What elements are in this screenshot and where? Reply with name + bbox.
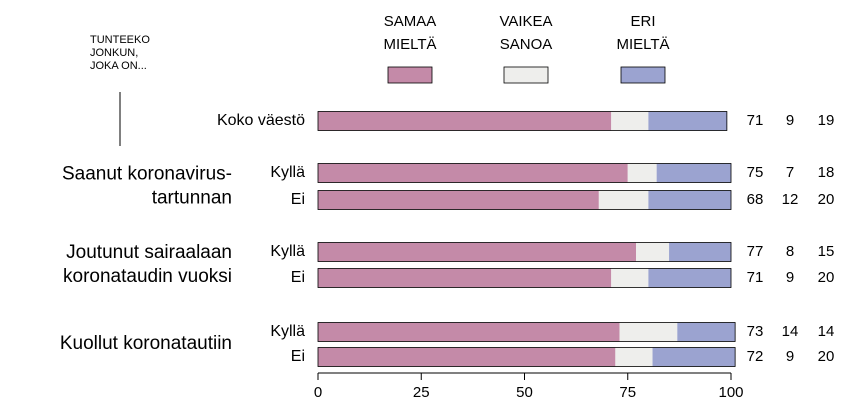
- value-label: 77: [747, 243, 764, 260]
- group-label: Joutunut sairaalaan: [66, 242, 232, 263]
- bar-segment: [598, 190, 649, 210]
- legend-label-line: VAIKEA: [499, 13, 552, 30]
- bar-outline: [317, 268, 732, 288]
- category-label: Kyllä: [270, 243, 305, 260]
- legend-label-line: SAMAA: [384, 13, 437, 30]
- x-tick-label: 50: [516, 384, 533, 401]
- value-label: 20: [818, 269, 835, 286]
- bar-segment: [318, 322, 620, 342]
- legend-label-line: MIELTÄ: [616, 36, 669, 53]
- value-label: 14: [818, 323, 835, 340]
- value-label: 71: [747, 112, 764, 129]
- bar-segment: [615, 347, 653, 367]
- note-text: JOKA ON...: [90, 60, 147, 72]
- value-label: 15: [818, 243, 835, 260]
- legend-label: ERI MIELTÄ: [616, 13, 669, 53]
- bar-segment: [627, 163, 657, 183]
- value-label: 18: [818, 164, 835, 181]
- legend-label: SAMAA MIELTÄ: [383, 13, 436, 53]
- x-tick-label: 25: [413, 384, 430, 401]
- legend-swatch: [503, 66, 549, 84]
- bar-outline: [317, 190, 732, 210]
- legend-label-line: SANOA: [500, 36, 553, 53]
- category-label: Ei: [291, 348, 305, 365]
- value-label: 73: [747, 323, 764, 340]
- value-label: 68: [747, 191, 764, 208]
- bar-segment: [648, 268, 731, 288]
- bar-segment: [318, 268, 612, 288]
- bar-outline: [317, 322, 736, 342]
- note-text: JONKUN,: [90, 47, 138, 59]
- value-label: 9: [786, 112, 794, 129]
- bar-segment: [677, 322, 736, 342]
- value-label: 71: [747, 269, 764, 286]
- note-text: TUNTEEKO: [90, 34, 150, 46]
- bar-segment: [636, 242, 670, 262]
- category-label: Kyllä: [270, 323, 305, 340]
- bar-outline: [317, 163, 732, 183]
- bar-segment: [318, 242, 637, 262]
- bar-segment: [648, 190, 731, 210]
- bar-segment: [318, 347, 616, 367]
- x-tick-label: 75: [619, 384, 636, 401]
- bar-outline: [317, 347, 736, 367]
- group-label: Saanut koronavirus-: [62, 164, 232, 185]
- value-label: 9: [786, 348, 794, 365]
- bar-segment: [669, 242, 731, 262]
- bar-segment: [318, 111, 612, 131]
- x-tick-label: 0: [314, 384, 322, 401]
- value-label: 14: [782, 323, 799, 340]
- value-label: 12: [782, 191, 799, 208]
- group-label: Kuollut koronatautiin: [60, 333, 232, 354]
- group-label: tartunnan: [152, 188, 232, 209]
- x-tick-label: 100: [718, 384, 743, 401]
- bar-outline: [317, 111, 728, 131]
- value-label: 72: [747, 348, 764, 365]
- value-label: 75: [747, 164, 764, 181]
- legend-label-line: MIELTÄ: [383, 36, 436, 53]
- category-label: Ei: [291, 191, 305, 208]
- legend-swatch: [387, 66, 433, 84]
- category-label: Koko väestö: [217, 112, 305, 129]
- bar-outline: [317, 242, 732, 262]
- bar-segment: [652, 347, 736, 367]
- legend-label-line: ERI: [630, 13, 655, 30]
- group-label: koronataudin vuoksi: [63, 266, 232, 287]
- legend-label: VAIKEA SANOA: [499, 13, 552, 53]
- category-label: Ei: [291, 269, 305, 286]
- bar-segment: [318, 163, 628, 183]
- value-label: 8: [786, 243, 794, 260]
- value-label: 20: [818, 191, 835, 208]
- value-label: 20: [818, 348, 835, 365]
- category-label: Kyllä: [270, 164, 305, 181]
- bar-segment: [611, 111, 649, 131]
- bar-segment: [318, 190, 599, 210]
- value-label: 9: [786, 269, 794, 286]
- bar-segment: [619, 322, 678, 342]
- value-label: 7: [786, 164, 794, 181]
- legend-swatch: [620, 66, 666, 84]
- bar-segment: [648, 111, 727, 131]
- value-label: 19: [818, 112, 835, 129]
- bar-segment: [611, 268, 649, 288]
- bar-segment: [656, 163, 731, 183]
